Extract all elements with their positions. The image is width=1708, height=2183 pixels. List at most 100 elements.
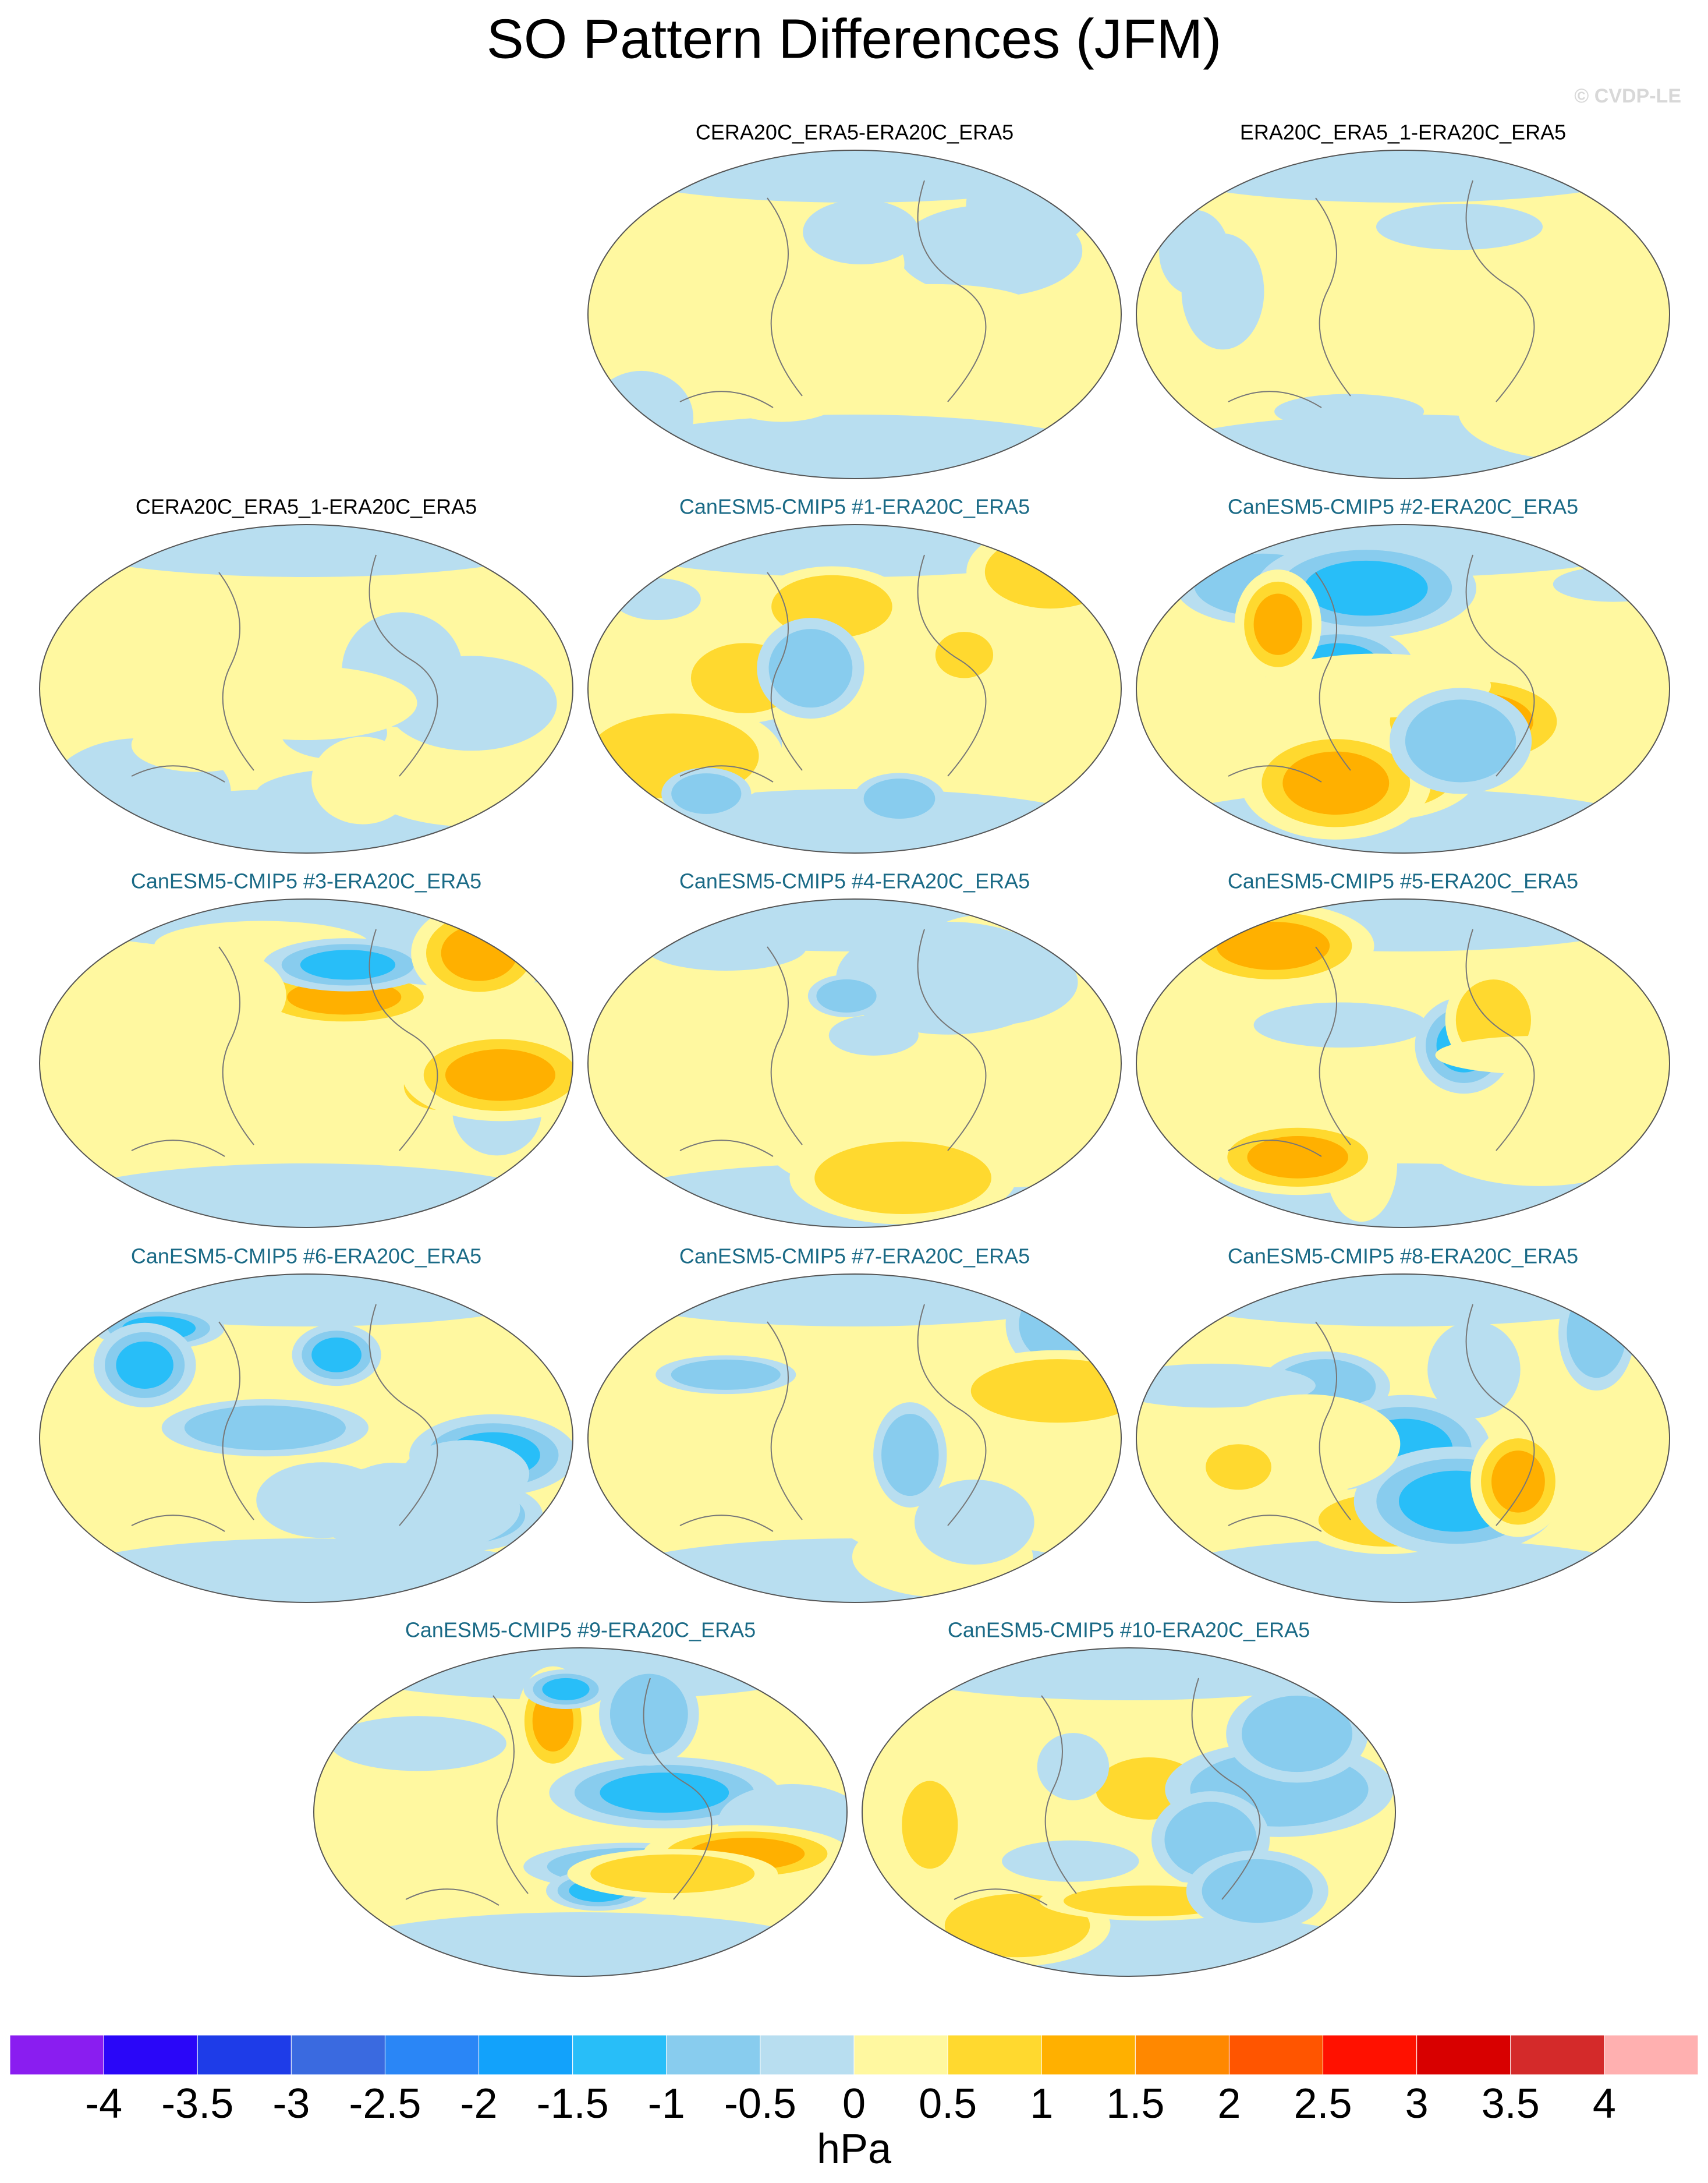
field-blob — [589, 370, 694, 466]
colorbar-box — [572, 2035, 667, 2075]
colorbar-label: hPa — [817, 2126, 892, 2173]
field-blob — [1206, 1444, 1271, 1490]
colorbar-tick-label: -4 — [85, 2081, 122, 2127]
colorbar-box — [197, 2035, 292, 2075]
coastline — [1228, 929, 1535, 1157]
field-blob — [1136, 1274, 1670, 1326]
colorbar-tick-label: 3.5 — [1482, 2081, 1540, 2127]
watermark: © CVDP-LE — [1574, 85, 1681, 107]
field-blob — [40, 525, 573, 577]
field-blob — [1037, 1733, 1110, 1800]
coastline — [405, 1678, 713, 1906]
field-blob — [40, 1538, 573, 1602]
field-blob — [768, 629, 853, 708]
coastline — [131, 1304, 438, 1532]
colorbar-box — [1228, 2035, 1324, 2075]
field-blob — [40, 1163, 573, 1227]
field-blob — [645, 924, 807, 971]
colorbar-box — [947, 2035, 1042, 2075]
field-blob — [1458, 362, 1670, 459]
field-blob — [1304, 560, 1428, 616]
coastline — [679, 180, 987, 408]
field-blob — [329, 1716, 506, 1771]
map-outline — [862, 1647, 1396, 1977]
colorbar-box — [666, 2035, 761, 2075]
colorbar-box — [290, 2035, 385, 2075]
field-blob — [890, 938, 1078, 1027]
field-blob — [862, 1648, 1395, 1700]
map — [588, 1274, 1121, 1602]
map-outline — [1136, 524, 1670, 854]
field-blob — [314, 1912, 847, 1976]
colorbar-box — [760, 2035, 855, 2075]
colorbar-box — [103, 2035, 198, 2075]
field-blob — [671, 1359, 781, 1390]
field-blob — [1247, 1136, 1348, 1179]
colorbar-box — [479, 2035, 573, 2075]
field-blob — [131, 717, 267, 772]
map-outline — [1136, 1273, 1670, 1603]
field-blob — [610, 1673, 688, 1754]
field-blob — [953, 306, 1117, 416]
coastline — [679, 929, 987, 1157]
field-blob — [590, 224, 743, 293]
field-blob — [881, 1414, 939, 1496]
field-blob — [116, 1341, 173, 1389]
field-blob — [40, 1274, 573, 1326]
field-blob — [863, 779, 935, 819]
figure-title: SO Pattern Differences (JFM) — [487, 8, 1222, 70]
field-blob — [184, 1405, 346, 1450]
colorbar-tick-label: 3 — [1405, 2081, 1429, 2127]
field-blob — [1282, 751, 1390, 815]
panel-title: CanESM5-CMIP5 #8-ERA20C_ERA5 — [1228, 1244, 1578, 1268]
field-blob — [445, 1049, 556, 1101]
field-blob — [935, 632, 994, 678]
map-outline — [587, 524, 1122, 854]
field-blob — [1136, 150, 1670, 203]
colorbar-tick-label: 4 — [1593, 2081, 1616, 2127]
field-blob — [902, 1781, 958, 1869]
map — [314, 1648, 847, 1976]
map — [1136, 899, 1670, 1227]
colorbar-box — [1323, 2035, 1418, 2075]
map-outline — [313, 1647, 848, 1977]
field-blob — [1535, 247, 1646, 331]
field-blob — [1253, 593, 1303, 655]
panel-title: CanESM5-CMIP5 #1-ERA20C_ERA5 — [679, 495, 1030, 519]
map — [1136, 150, 1670, 479]
colorbar-tick-label: -3 — [272, 2081, 310, 2127]
panel-title: CanESM5-CMIP5 #9-ERA20C_ERA5 — [405, 1618, 756, 1642]
field-blob — [588, 1274, 1121, 1326]
field-blob — [1274, 394, 1424, 429]
field-blob — [193, 666, 417, 741]
map — [1136, 525, 1670, 853]
coastline — [131, 929, 438, 1157]
field-blob — [590, 1854, 755, 1894]
coastline — [679, 554, 987, 783]
panel-title: ERA20C_ERA5_1-ERA20C_ERA5 — [1240, 121, 1566, 144]
field-blob — [1376, 203, 1543, 250]
field-blob — [1567, 1288, 1627, 1378]
map-outline — [587, 1273, 1122, 1603]
field-blob — [588, 415, 1121, 479]
field-blob — [114, 944, 286, 1046]
map — [1136, 1274, 1670, 1602]
field-blob — [1553, 567, 1670, 602]
field-blob — [600, 1772, 729, 1813]
colorbar-tick-label: 2.5 — [1294, 2081, 1352, 2127]
field-blob — [1427, 1321, 1521, 1418]
panel-title: CanESM5-CMIP5 #7-ERA20C_ERA5 — [679, 1244, 1030, 1268]
colorbar-box — [1416, 2035, 1511, 2075]
field-blob — [984, 535, 1116, 609]
map — [588, 899, 1121, 1227]
field-blob — [311, 737, 414, 825]
colorbar-tick-label: 1.5 — [1106, 2081, 1164, 2127]
colorbar-box — [9, 2035, 104, 2075]
field-blob — [828, 1015, 919, 1056]
panel-title: CERA20C_ERA5-ERA20C_ERA5 — [696, 121, 1014, 144]
field-blob — [311, 1337, 362, 1372]
field-blob — [1224, 266, 1437, 310]
field-blob — [803, 200, 919, 265]
colorbar-tick-label: -0.5 — [724, 2081, 796, 2127]
colorbar-box — [1604, 2035, 1699, 2075]
